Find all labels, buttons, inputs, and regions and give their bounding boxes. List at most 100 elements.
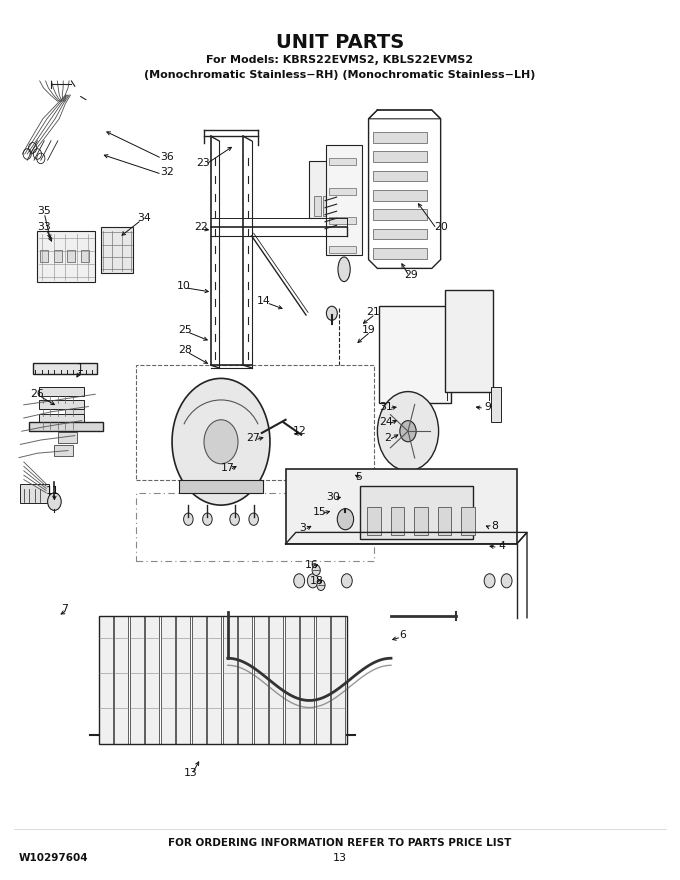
Bar xyxy=(254,616,268,744)
Text: 1: 1 xyxy=(77,363,84,373)
Text: 32: 32 xyxy=(160,167,173,178)
Text: 26: 26 xyxy=(31,389,44,400)
Bar xyxy=(323,196,330,216)
Bar xyxy=(373,229,427,239)
Circle shape xyxy=(172,378,270,505)
Bar xyxy=(223,616,237,744)
Text: 24: 24 xyxy=(379,417,393,428)
Text: 27: 27 xyxy=(246,433,260,444)
Text: 5: 5 xyxy=(356,472,362,482)
Bar xyxy=(316,616,330,744)
Bar xyxy=(461,507,475,535)
Bar xyxy=(39,400,84,409)
Bar xyxy=(373,151,427,162)
Bar xyxy=(81,250,89,262)
Text: 25: 25 xyxy=(178,325,192,335)
Bar xyxy=(332,196,339,216)
Bar xyxy=(29,422,103,431)
Text: 28: 28 xyxy=(178,345,192,356)
Bar xyxy=(99,616,113,744)
Bar xyxy=(65,403,84,414)
Text: 16: 16 xyxy=(305,560,318,570)
Text: UNIT PARTS: UNIT PARTS xyxy=(276,33,404,52)
Text: (Monochromatic Stainless−RH) (Monochromatic Stainless−LH): (Monochromatic Stainless−RH) (Monochroma… xyxy=(144,70,536,80)
Bar xyxy=(329,246,356,253)
Bar xyxy=(20,484,49,503)
Bar xyxy=(329,158,356,165)
Bar xyxy=(414,507,428,535)
Text: W10297604: W10297604 xyxy=(19,853,88,863)
Bar xyxy=(207,616,222,744)
Text: 3: 3 xyxy=(299,523,306,533)
Bar xyxy=(160,616,175,744)
Bar xyxy=(373,209,427,220)
Bar xyxy=(331,616,345,744)
Bar xyxy=(390,507,404,535)
Bar xyxy=(445,290,493,392)
Text: 23: 23 xyxy=(196,158,209,168)
Bar xyxy=(360,486,473,539)
Text: 17: 17 xyxy=(221,463,235,473)
Text: 13: 13 xyxy=(333,853,347,863)
Circle shape xyxy=(184,513,193,525)
Text: 34: 34 xyxy=(137,213,151,224)
Bar xyxy=(40,250,48,262)
Text: 13: 13 xyxy=(184,767,197,778)
Bar xyxy=(67,250,75,262)
Bar xyxy=(58,432,77,443)
Bar xyxy=(179,480,263,493)
Text: 15: 15 xyxy=(313,507,326,517)
Bar xyxy=(373,190,427,201)
Circle shape xyxy=(249,513,258,525)
Bar xyxy=(54,445,73,456)
Bar xyxy=(329,217,356,224)
Circle shape xyxy=(377,392,439,471)
Ellipse shape xyxy=(338,257,350,282)
Bar xyxy=(373,248,427,259)
Circle shape xyxy=(294,574,305,588)
Bar xyxy=(54,250,62,262)
Text: 21: 21 xyxy=(366,307,379,318)
Text: 22: 22 xyxy=(194,222,207,232)
Bar xyxy=(130,616,143,744)
Text: 35: 35 xyxy=(37,206,51,216)
Bar xyxy=(379,306,451,403)
Bar xyxy=(114,616,129,744)
Circle shape xyxy=(341,574,352,588)
Text: 7: 7 xyxy=(61,604,68,614)
Bar xyxy=(269,616,284,744)
Bar xyxy=(373,132,427,143)
Text: 4: 4 xyxy=(498,540,505,551)
Text: 6: 6 xyxy=(399,630,406,641)
Circle shape xyxy=(48,493,61,510)
Circle shape xyxy=(484,574,495,588)
Bar xyxy=(192,616,206,744)
Bar xyxy=(176,616,190,744)
Text: 10: 10 xyxy=(177,281,190,291)
Text: 31: 31 xyxy=(379,401,393,412)
Bar xyxy=(39,414,84,422)
Text: 30: 30 xyxy=(326,492,340,502)
Bar xyxy=(136,365,374,480)
Text: 2: 2 xyxy=(384,433,391,444)
Text: 20: 20 xyxy=(434,222,447,232)
Bar xyxy=(136,493,374,561)
Circle shape xyxy=(312,565,320,576)
Text: 29: 29 xyxy=(405,269,418,280)
Circle shape xyxy=(307,574,318,588)
Bar xyxy=(373,171,427,181)
Circle shape xyxy=(501,574,512,588)
Bar xyxy=(33,363,97,374)
Text: 11: 11 xyxy=(46,486,60,496)
Circle shape xyxy=(326,306,337,320)
Bar xyxy=(326,145,362,255)
Text: 33: 33 xyxy=(37,222,51,232)
Bar xyxy=(285,616,299,744)
Circle shape xyxy=(317,580,325,590)
Circle shape xyxy=(203,513,212,525)
Bar xyxy=(438,507,452,535)
Text: FOR ORDERING INFORMATION REFER TO PARTS PRICE LIST: FOR ORDERING INFORMATION REFER TO PARTS … xyxy=(169,838,511,848)
Text: 9: 9 xyxy=(485,401,492,412)
Bar xyxy=(99,616,347,744)
Text: 36: 36 xyxy=(160,151,173,162)
